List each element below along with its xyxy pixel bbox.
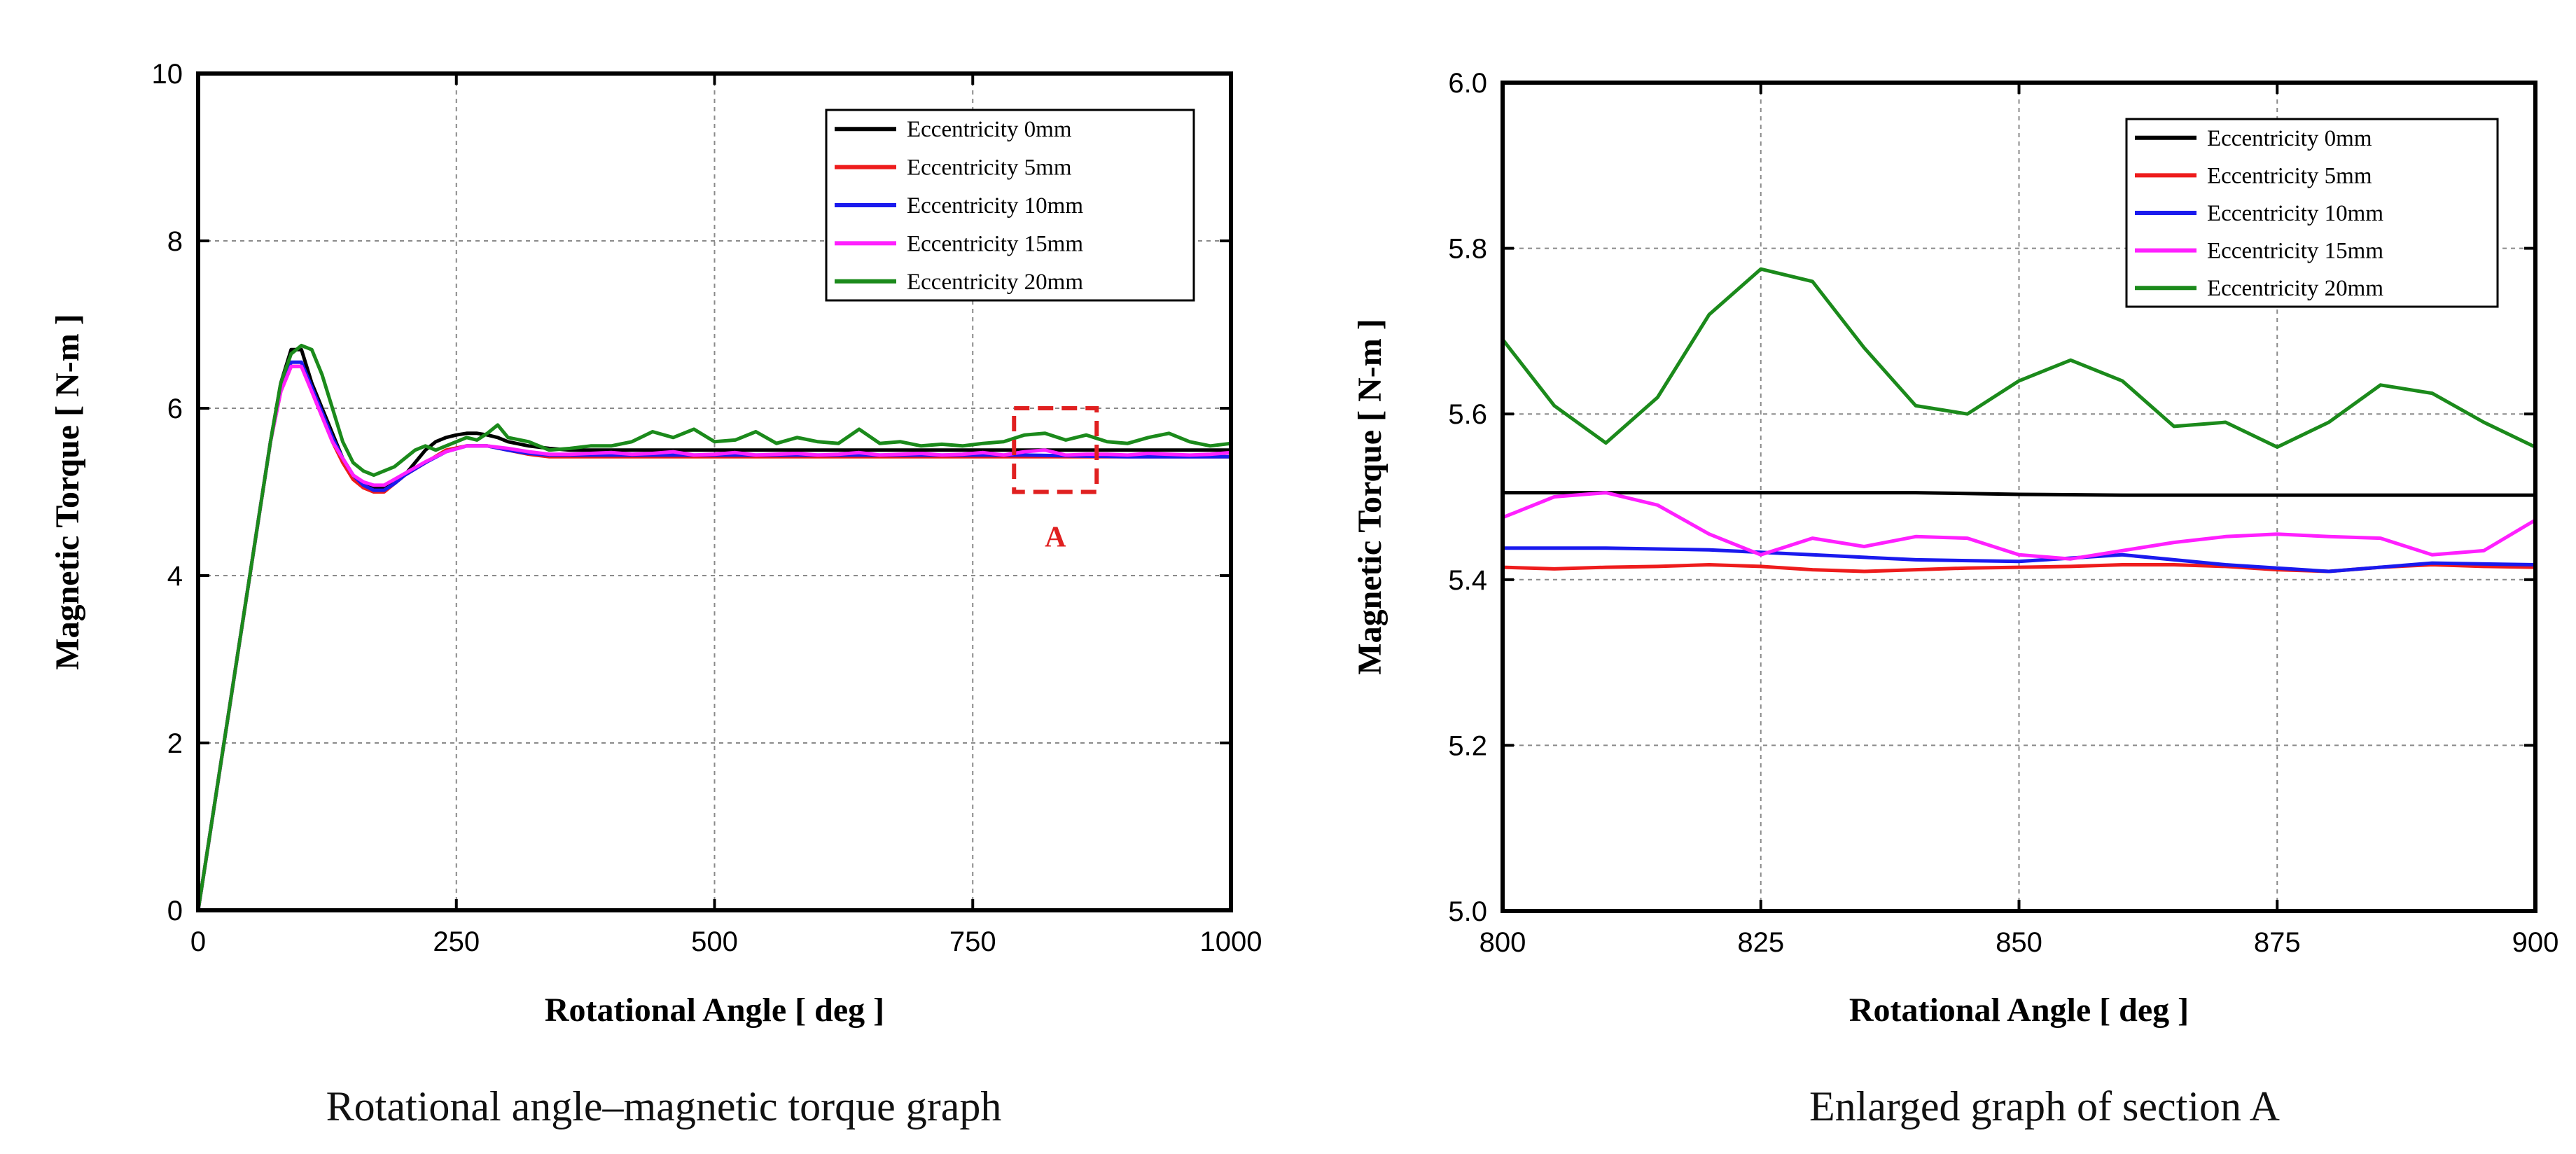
legend-entry-label: Eccentricity 15mm: [2207, 239, 2383, 264]
legend-entry-label: Eccentricity 0mm: [907, 117, 1072, 142]
y-tick-label: 2: [167, 728, 183, 759]
series-line-eccentricity-15mm: [198, 364, 1231, 910]
y-axis-title: Magnetic Torque [ N-m ]: [49, 314, 86, 669]
series-line-eccentricity-10mm: [1503, 546, 2535, 573]
torque-chart-panel: 0 250 500 750 1000 0 2 4 6 8 10 Rotational Angle [ …: [49, 59, 1262, 1129]
legend-entry-label: Eccentricity 20mm: [907, 270, 1083, 295]
y-tick-label: 4: [167, 561, 183, 592]
y-tick-label: 0: [167, 896, 183, 926]
y-tick-label: 8: [167, 226, 183, 257]
y-tick-label: 6.0: [1448, 68, 1487, 99]
legend: Eccentricity 0mm Eccentricity 5mm Eccentri…: [2125, 118, 2499, 308]
x-tick-label: 1000: [1200, 926, 1262, 957]
enlarged-chart-panel: 800 825 850 875 900 5.0 5.2 5.4 5.6 5.8 6.0 Rotatio…: [1351, 68, 2558, 1129]
y-tick-label: 5.4: [1448, 565, 1487, 596]
section-a-label: A: [1045, 522, 1066, 554]
y-tick-label: 5.6: [1448, 399, 1487, 430]
x-tick-label: 875: [2254, 927, 2301, 958]
y-tick-label: 6: [167, 394, 183, 424]
x-tick-label: 800: [1480, 927, 1526, 958]
legend-entry-label: Eccentricity 0mm: [2207, 126, 2372, 151]
y-tick-label: 10: [152, 59, 183, 90]
x-axis-title: Rotational Angle [ deg ]: [545, 992, 884, 1029]
series-group: [1503, 267, 2535, 573]
x-tick-label: 900: [2512, 927, 2559, 958]
legend-entry-label: Eccentricity 10mm: [2207, 201, 2383, 226]
legend-entry-label: Eccentricity 10mm: [907, 193, 1083, 218]
x-tick-label: 750: [949, 926, 996, 957]
y-tick-label: 5.8: [1448, 234, 1487, 265]
series-line-eccentricity-20mm: [198, 343, 1231, 910]
series-line-eccentricity-15mm: [1503, 491, 2535, 561]
x-tick-label: 500: [691, 926, 738, 957]
x-tick-label: 250: [433, 926, 480, 957]
legend-entry-label: Eccentricity 5mm: [2207, 163, 2372, 188]
series-line-eccentricity-20mm: [1503, 267, 2535, 449]
x-tick-label: 0: [190, 926, 206, 957]
legend: Eccentricity 0mm Eccentricity 5mm Eccentri…: [825, 109, 1195, 302]
y-axis-title: Magnetic Torque [ N-m ]: [1351, 319, 1388, 674]
x-tick-label: 850: [1996, 927, 2042, 958]
y-tick-label: 5.2: [1448, 730, 1487, 761]
legend-entry-label: Eccentricity 5mm: [907, 155, 1072, 181]
figure-caption: Rotational angle–magnetic torque graph: [326, 1083, 1002, 1129]
x-axis-title: Rotational Angle [ deg ]: [1849, 992, 2189, 1029]
figure-caption: Enlarged graph of section A: [1809, 1083, 2280, 1129]
y-tick-label: 5.0: [1448, 896, 1487, 927]
series-line-eccentricity-0mm: [1503, 491, 2535, 497]
legend-entry-label: Eccentricity 15mm: [907, 231, 1083, 256]
x-tick-label: 825: [1737, 927, 1784, 958]
legend-entry-label: Eccentricity 20mm: [2207, 276, 2383, 301]
series-group: [198, 343, 1231, 910]
section-a-highlight-box: [1012, 406, 1099, 494]
